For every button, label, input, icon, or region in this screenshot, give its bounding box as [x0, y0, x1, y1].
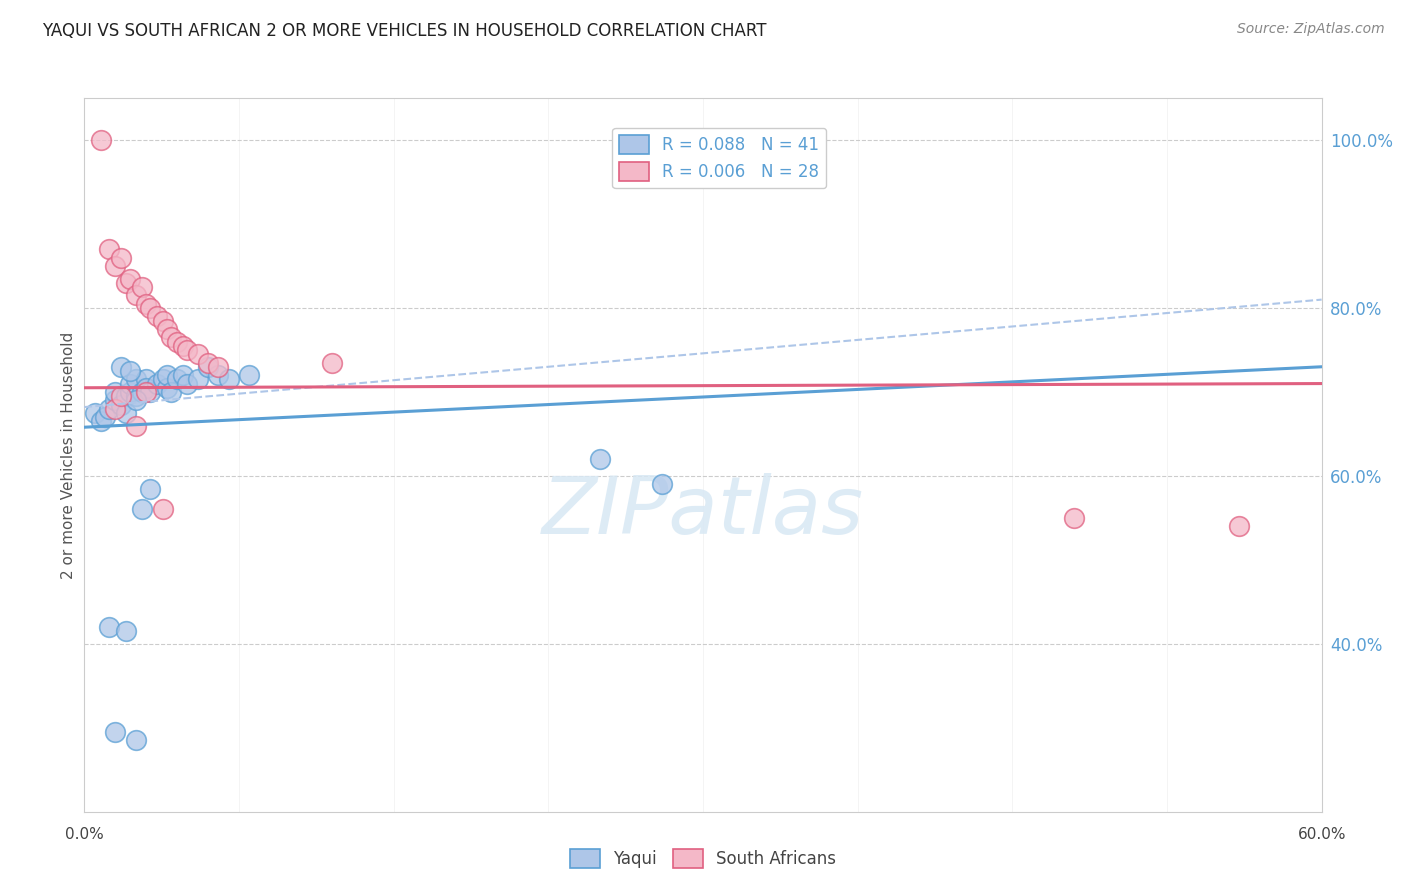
Point — [197, 359, 219, 374]
Point — [104, 725, 127, 739]
Point — [172, 368, 194, 383]
Point — [1063, 511, 1085, 525]
Point — [207, 368, 229, 383]
Text: ZIPatlas: ZIPatlas — [541, 473, 865, 551]
Point — [114, 389, 136, 403]
Point — [98, 401, 121, 416]
Point — [152, 502, 174, 516]
Point — [139, 384, 162, 399]
Point — [152, 372, 174, 386]
Point — [197, 355, 219, 369]
Text: Source: ZipAtlas.com: Source: ZipAtlas.com — [1237, 22, 1385, 37]
Point — [118, 376, 141, 391]
Point — [90, 414, 112, 428]
Point — [131, 280, 153, 294]
Point — [139, 301, 162, 315]
Point — [160, 384, 183, 399]
Text: 60.0%: 60.0% — [1298, 827, 1346, 842]
Point — [1227, 519, 1250, 533]
Point — [135, 297, 157, 311]
Text: 0.0%: 0.0% — [65, 827, 104, 842]
Point — [135, 381, 157, 395]
Point — [145, 376, 167, 391]
Point — [125, 418, 148, 433]
Point — [118, 364, 141, 378]
Point — [135, 384, 157, 399]
Point — [110, 359, 132, 374]
Point — [104, 401, 127, 416]
Point — [218, 372, 240, 386]
Point — [131, 384, 153, 399]
Point — [83, 406, 105, 420]
Point — [125, 393, 148, 408]
Point — [98, 620, 121, 634]
Point — [176, 376, 198, 391]
Point — [187, 347, 209, 361]
Point — [125, 372, 148, 386]
Point — [156, 381, 179, 395]
Point — [118, 384, 141, 399]
Point — [98, 242, 121, 256]
Point — [156, 322, 179, 336]
Point — [145, 310, 167, 324]
Point — [110, 251, 132, 265]
Point — [156, 368, 179, 383]
Legend: Yaqui, South Africans: Yaqui, South Africans — [562, 842, 844, 875]
Point — [90, 133, 112, 147]
Point — [176, 343, 198, 357]
Y-axis label: 2 or more Vehicles in Household: 2 or more Vehicles in Household — [60, 331, 76, 579]
Point — [104, 393, 127, 408]
Point — [166, 372, 188, 386]
Point — [187, 372, 209, 386]
Point — [166, 334, 188, 349]
Point — [238, 368, 260, 383]
Point — [110, 389, 132, 403]
Point — [160, 330, 183, 344]
Point — [94, 410, 117, 425]
Point — [125, 733, 148, 747]
Legend: R = 0.088   N = 41, R = 0.006   N = 28: R = 0.088 N = 41, R = 0.006 N = 28 — [613, 128, 825, 188]
Text: YAQUI VS SOUTH AFRICAN 2 OR MORE VEHICLES IN HOUSEHOLD CORRELATION CHART: YAQUI VS SOUTH AFRICAN 2 OR MORE VEHICLE… — [42, 22, 766, 40]
Point — [207, 359, 229, 374]
Point — [135, 372, 157, 386]
Point — [104, 259, 127, 273]
Point — [152, 313, 174, 327]
Point — [321, 355, 343, 369]
Point — [172, 339, 194, 353]
Point — [114, 406, 136, 420]
Point — [104, 384, 127, 399]
Point — [114, 624, 136, 639]
Point — [118, 271, 141, 285]
Point — [131, 502, 153, 516]
Point — [651, 477, 673, 491]
Point — [125, 389, 148, 403]
Point — [125, 288, 148, 302]
Point — [110, 398, 132, 412]
Point — [589, 452, 612, 467]
Point — [139, 482, 162, 496]
Point — [114, 276, 136, 290]
